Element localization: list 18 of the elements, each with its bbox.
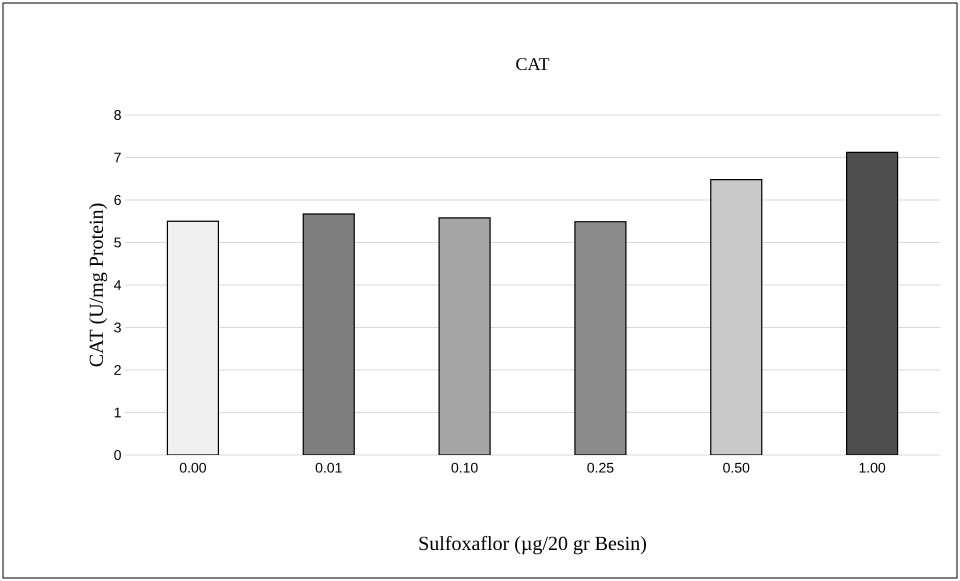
y-tick-label: 4 (114, 280, 122, 290)
x-tick-label: 0.50 (723, 462, 750, 473)
x-tick-label: 1.00 (860, 462, 886, 473)
chart-title: CAT (516, 58, 550, 70)
x-axis-title: Sulfoxaflor (µg/20 gr Besin) (419, 536, 646, 554)
y-tick-label: 1 (114, 408, 121, 418)
y-tick-label: 6 (114, 195, 121, 205)
x-tick-label: 0.25 (587, 462, 614, 473)
x-tick-label: 0.00 (180, 462, 206, 473)
y-tick-label: 8 (114, 110, 121, 120)
y-axis-title: CAT (U/mg Protein) (89, 204, 108, 366)
x-tick-label: 0.01 (316, 462, 342, 473)
y-tick-label: 7 (114, 152, 121, 162)
y-tick-label: 3 (114, 322, 121, 332)
y-tick-label: 0 (114, 450, 121, 460)
y-tick-label: 5 (114, 238, 121, 248)
y-tick-label: 2 (114, 365, 121, 375)
x-tick-label: 0.10 (452, 462, 478, 473)
